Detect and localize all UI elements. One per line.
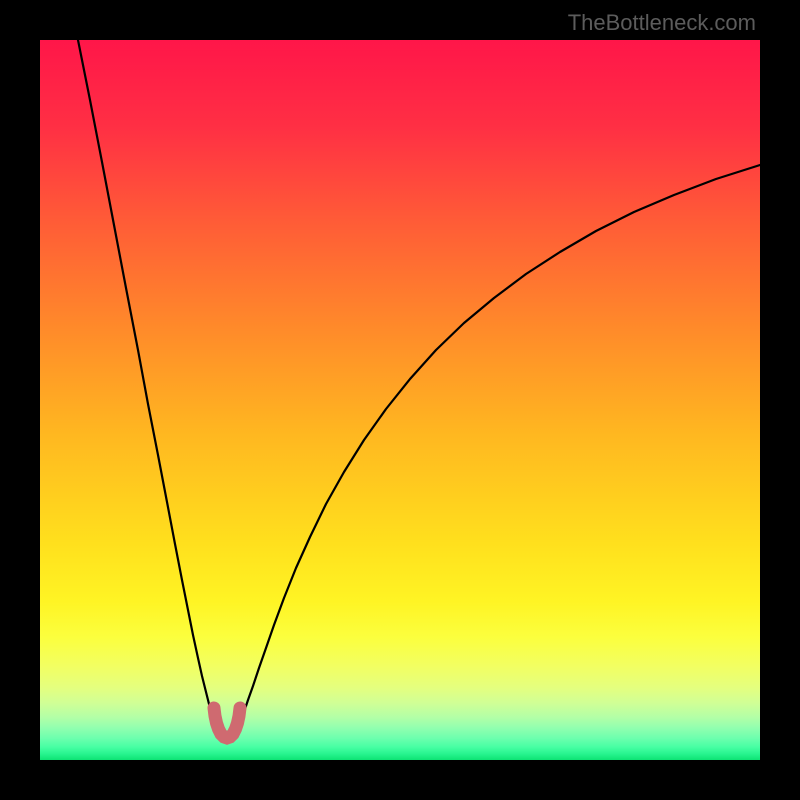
chart-svg [40,40,760,760]
watermark-text: TheBottleneck.com [568,10,756,36]
plot-area [40,40,760,760]
chart-frame: TheBottleneck.com [0,0,800,800]
